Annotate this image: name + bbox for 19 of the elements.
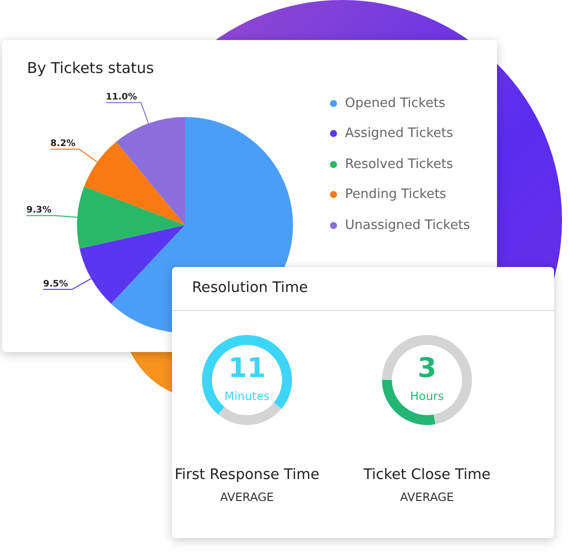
text: 3 <box>416 353 438 384</box>
data-label: 9.3% <box>26 205 52 216</box>
text: AVERAGE <box>399 490 455 504</box>
text: First Response Time <box>174 467 320 483</box>
text: Ticket Close Time <box>362 467 492 483</box>
legend-label: Unassigned Tickets <box>345 218 470 233</box>
text: AVERAGE <box>219 490 275 504</box>
data-label: 8.2% <box>50 139 76 150</box>
text: 11 <box>227 353 267 384</box>
legend-label: Pending Tickets <box>345 187 446 202</box>
data-label: 11.0% <box>106 92 137 103</box>
chart-title: By Tickets status <box>27 59 154 77</box>
legend-label: Opened Tickets <box>345 96 446 111</box>
text: Minutes <box>223 389 271 403</box>
legend-label: Resolved Tickets <box>345 156 454 172</box>
data-label: 9.5% <box>43 279 68 290</box>
text: Hours <box>409 389 445 403</box>
legend-label: Assigned Tickets <box>345 126 454 142</box>
text: Resolution Time <box>192 280 308 296</box>
